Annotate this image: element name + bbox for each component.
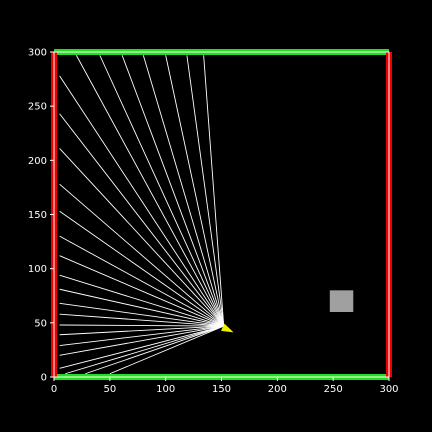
sensor-ray [59, 302, 224, 327]
sensor-ray [109, 325, 224, 375]
x-tick-label: 200 [268, 384, 287, 395]
x-tick-label: 100 [156, 384, 175, 395]
sensor-ray [59, 183, 225, 327]
x-tick-label: 150 [212, 384, 231, 395]
sensor-ray [59, 255, 224, 327]
x-tick-label: 50 [103, 384, 116, 395]
sensor-ray [59, 75, 225, 327]
sensor-rays [59, 55, 225, 375]
obstacle-block [329, 290, 354, 312]
sensor-ray [186, 55, 225, 327]
y-tick-label: 250 [28, 102, 47, 113]
x-tick-label: 300 [379, 384, 398, 395]
sensor-ray [59, 324, 224, 327]
sensor-ray [75, 55, 225, 327]
y-tick-label: 200 [28, 156, 47, 167]
sensor-ray [121, 55, 225, 327]
sensor-ray [59, 113, 225, 327]
x-tick-label: 250 [324, 384, 343, 395]
y-tick-label: 300 [28, 48, 47, 59]
y-tick-label: 50 [34, 318, 47, 329]
sensor-ray [142, 55, 225, 327]
sensor-ray [59, 325, 224, 347]
sensor-ray [65, 325, 224, 375]
x-tick-label: 0 [51, 384, 57, 395]
sensor-ray [165, 55, 225, 327]
sensor-ray [59, 235, 224, 327]
sensor-ray [85, 325, 224, 375]
sensor-ray [59, 274, 224, 327]
y-tick-label: 150 [28, 210, 47, 221]
game-objects [221, 290, 354, 333]
sensor-ray [203, 55, 225, 327]
sensor-ray [59, 325, 224, 336]
sensor-ray [59, 325, 224, 369]
sensor-ray [59, 288, 224, 327]
axes: 0 50 100 150 200 250 300 0 50 100 150 200 250 300 [28, 48, 399, 396]
y-tick-label: 0 [41, 373, 47, 384]
sensor-ray [99, 55, 225, 327]
sensor-ray [59, 313, 224, 327]
sensor-ray [59, 325, 224, 356]
sensor-ray [59, 148, 225, 327]
y-tick-label: 100 [28, 264, 47, 275]
agent-arrow [221, 323, 234, 333]
sensor-ray [59, 210, 224, 327]
